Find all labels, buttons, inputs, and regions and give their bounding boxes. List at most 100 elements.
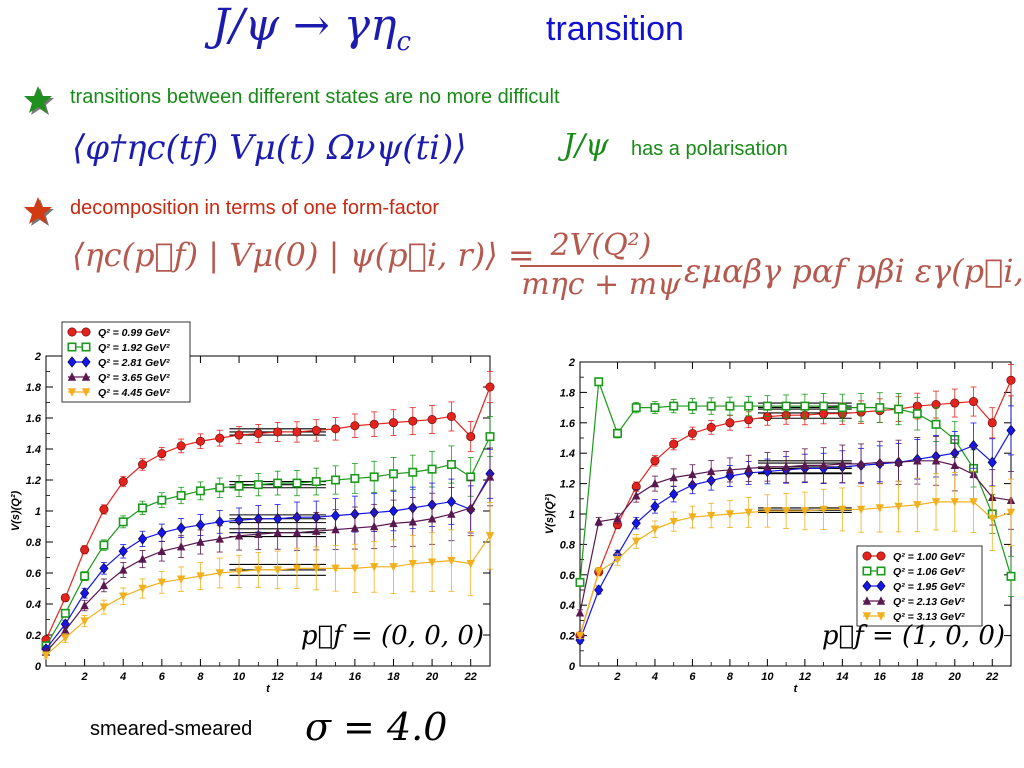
legend-marker: [81, 372, 91, 381]
fraction-denominator: mηc + mψ: [521, 267, 681, 302]
x-tick-label: 10: [761, 671, 774, 683]
data-point: [41, 651, 51, 660]
data-point: [234, 481, 244, 491]
data-point: [1006, 571, 1016, 581]
data-point: [763, 462, 772, 471]
data-point: [176, 575, 186, 584]
momentum-annotation: p⃗f = (0, 0, 0): [301, 621, 484, 651]
data-point: [157, 495, 167, 505]
data-point: [632, 537, 641, 547]
data-point: [253, 480, 263, 490]
data-point: [688, 513, 697, 522]
data-point: [706, 511, 716, 521]
data-point: [466, 432, 476, 442]
form-factor-fraction: 2V(Q²) mηc + mψ: [520, 228, 682, 302]
data-point: [99, 580, 109, 590]
y-tick-label: 2: [568, 357, 575, 369]
y-tick-label: 1: [569, 509, 575, 521]
data-point: [594, 377, 604, 387]
legend-marker: [876, 596, 886, 605]
data-point: [894, 457, 903, 467]
x-tick-label: 2: [81, 671, 88, 683]
data-point: [632, 491, 641, 500]
data-point: [650, 478, 660, 488]
data-point: [80, 587, 90, 599]
data-point: [119, 565, 128, 574]
legend-marker: [81, 342, 91, 352]
data-point: [819, 460, 828, 470]
legend-entry: Q² = 4.45 GeV²: [98, 387, 170, 399]
data-point: [669, 401, 679, 411]
data-point: [215, 534, 224, 543]
data-point: [118, 477, 128, 487]
data-point: [594, 568, 603, 577]
data-point: [196, 572, 205, 581]
data-point: [744, 401, 754, 411]
data-point: [312, 526, 321, 535]
title-math: J/ψ → γηc: [212, 0, 412, 57]
series-2: [41, 448, 495, 655]
data-point: [331, 564, 340, 574]
data-point: [744, 415, 754, 425]
data-point: [446, 460, 456, 470]
legend-entry: Q² = 3.13 GeV²: [893, 611, 965, 623]
data-point: [875, 504, 885, 513]
data-point: [931, 419, 941, 429]
data-point: [254, 566, 263, 575]
y-tick-label: 0.4: [560, 600, 575, 612]
data-point: [273, 427, 283, 437]
data-point: [350, 564, 360, 574]
data-point: [350, 473, 360, 483]
data-point: [447, 556, 456, 566]
legend-entry: Q² = 0.99 GeV²: [98, 327, 170, 339]
data-point: [725, 418, 735, 428]
x-tick-label: 18: [387, 671, 400, 683]
legend-entry: Q² = 1.00 GeV²: [893, 551, 965, 563]
data-point: [176, 441, 186, 451]
data-point: [800, 507, 810, 516]
data-point: [913, 456, 922, 465]
legend-marker: [876, 580, 886, 592]
star-bullet-icon: [24, 86, 54, 115]
data-point: [350, 523, 360, 532]
data-point: [687, 479, 698, 491]
data-point: [119, 592, 128, 601]
data-point: [99, 562, 109, 575]
data-point: [856, 403, 866, 413]
legend-marker: [67, 327, 77, 337]
series-1: [575, 377, 1016, 597]
data-point: [987, 418, 997, 428]
data-point: [99, 504, 109, 514]
y-tick-label: 0.8: [26, 537, 42, 549]
data-point: [80, 600, 89, 610]
legend: Q² = 0.99 GeV² Q² = 1.92 GeV² Q² = 2.81 Ge…: [61, 321, 191, 403]
data-point: [1006, 424, 1016, 437]
data-point: [725, 465, 735, 474]
data-point: [61, 634, 70, 643]
plot-frame: [45, 355, 491, 667]
x-tick-label: 14: [310, 671, 322, 683]
data-point: [157, 546, 167, 555]
y-tick-label: 1.2: [26, 475, 41, 487]
data-point: [466, 560, 475, 569]
data-point: [466, 472, 476, 482]
data-point: [408, 517, 417, 526]
data-point: [931, 498, 941, 507]
data-point: [485, 432, 495, 442]
legend-marker: [876, 551, 886, 561]
legend-marker: [67, 356, 77, 368]
y-axis-label: V(s)(Q²): [544, 494, 556, 535]
data-point: [594, 584, 604, 596]
x-tick-label: 6: [689, 671, 696, 683]
data-point: [688, 469, 697, 479]
y-tick-label: 0.6: [560, 570, 576, 582]
x-tick-label: 6: [159, 671, 166, 683]
x-tick-label: 2: [613, 671, 620, 683]
x-tick-label: 4: [651, 671, 658, 683]
y-tick-label: 1.8: [560, 387, 576, 399]
data-point: [234, 567, 244, 577]
data-point: [427, 415, 437, 425]
x-tick-label: 12: [272, 671, 284, 683]
data-point: [744, 508, 753, 518]
data-point: [687, 428, 697, 438]
